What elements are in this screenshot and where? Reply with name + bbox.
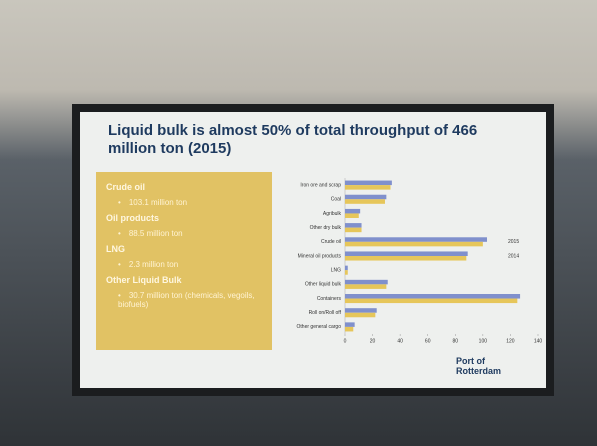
x-tick-label: 100: [479, 338, 488, 344]
sidebar-heading: Other Liquid Bulk: [106, 275, 182, 285]
bar: [345, 308, 377, 313]
y-tick-label: Roll on/Roll off: [309, 310, 342, 316]
logo-line: Rotterdam: [456, 366, 502, 376]
y-tick-label: Other liquid bulk: [305, 282, 342, 288]
sidebar-heading: LNG: [106, 244, 125, 254]
bar: [345, 256, 467, 261]
slide: Liquid bulk is almost 50% of total throu…: [80, 112, 546, 388]
bar: [345, 270, 348, 275]
bar: [345, 284, 387, 289]
bar: [345, 227, 362, 233]
bar: [345, 241, 483, 247]
y-tick-label: Mineral oil products: [298, 253, 342, 259]
y-tick-label: Coal: [331, 197, 341, 203]
y-tick-label: Containers: [317, 296, 342, 302]
sidebar-detail: 103.1 million ton: [118, 198, 262, 207]
y-tick-label: Iron ore and scrap: [300, 182, 341, 188]
sidebar: Crude oil 103.1 million ton Oil products 88…: [96, 172, 272, 350]
bar: [345, 312, 376, 318]
bar: [345, 223, 362, 228]
y-tick-label: Other general cargo: [297, 324, 342, 330]
bar: [345, 208, 361, 214]
x-tick-label: 60: [425, 338, 431, 344]
bar: [345, 265, 348, 271]
y-tick-label: LNG: [331, 268, 341, 274]
bar: [345, 194, 387, 200]
legend-label: 2015: [508, 239, 519, 245]
bar: [345, 298, 518, 304]
slide-title: Liquid bulk is almost 50% of total throu…: [108, 122, 478, 157]
bar: [345, 251, 468, 256]
x-tick-label: 0: [344, 338, 347, 344]
sidebar-heading: Oil products: [106, 213, 160, 223]
bar: [345, 237, 487, 242]
bar: [345, 322, 355, 327]
bar: [345, 279, 388, 285]
sidebar-detail: 2.3 million ton: [118, 260, 262, 269]
bar: [345, 213, 359, 218]
bar: [345, 185, 391, 190]
bar: [345, 326, 354, 332]
bar: [345, 199, 385, 204]
logo: Port of Rotterdam: [456, 356, 501, 376]
y-tick-label: Crude oil: [321, 239, 341, 245]
x-tick-label: 80: [453, 338, 459, 344]
chart: 0 20 40 60 80 100 120 140 Iron ore and scrap Coal…: [297, 178, 542, 344]
sidebar-detail: 88.5 million ton: [118, 229, 262, 238]
legend-label: 2014: [508, 253, 519, 259]
x-tick-label: 20: [370, 338, 376, 344]
bar: [345, 180, 392, 186]
bar: [345, 294, 521, 299]
x-tick-label: 140: [534, 338, 542, 344]
logo-line: Port of: [456, 356, 485, 366]
sidebar-heading: Crude oil: [106, 182, 146, 192]
y-tick-label: Other dry bulk: [310, 225, 342, 231]
x-tick-label: 120: [506, 338, 515, 344]
y-tick-label: Agribulk: [323, 211, 342, 217]
sidebar-detail: 30.7 million ton (chemicals, vegoils, bi…: [118, 291, 262, 309]
x-tick-label: 40: [397, 338, 403, 344]
